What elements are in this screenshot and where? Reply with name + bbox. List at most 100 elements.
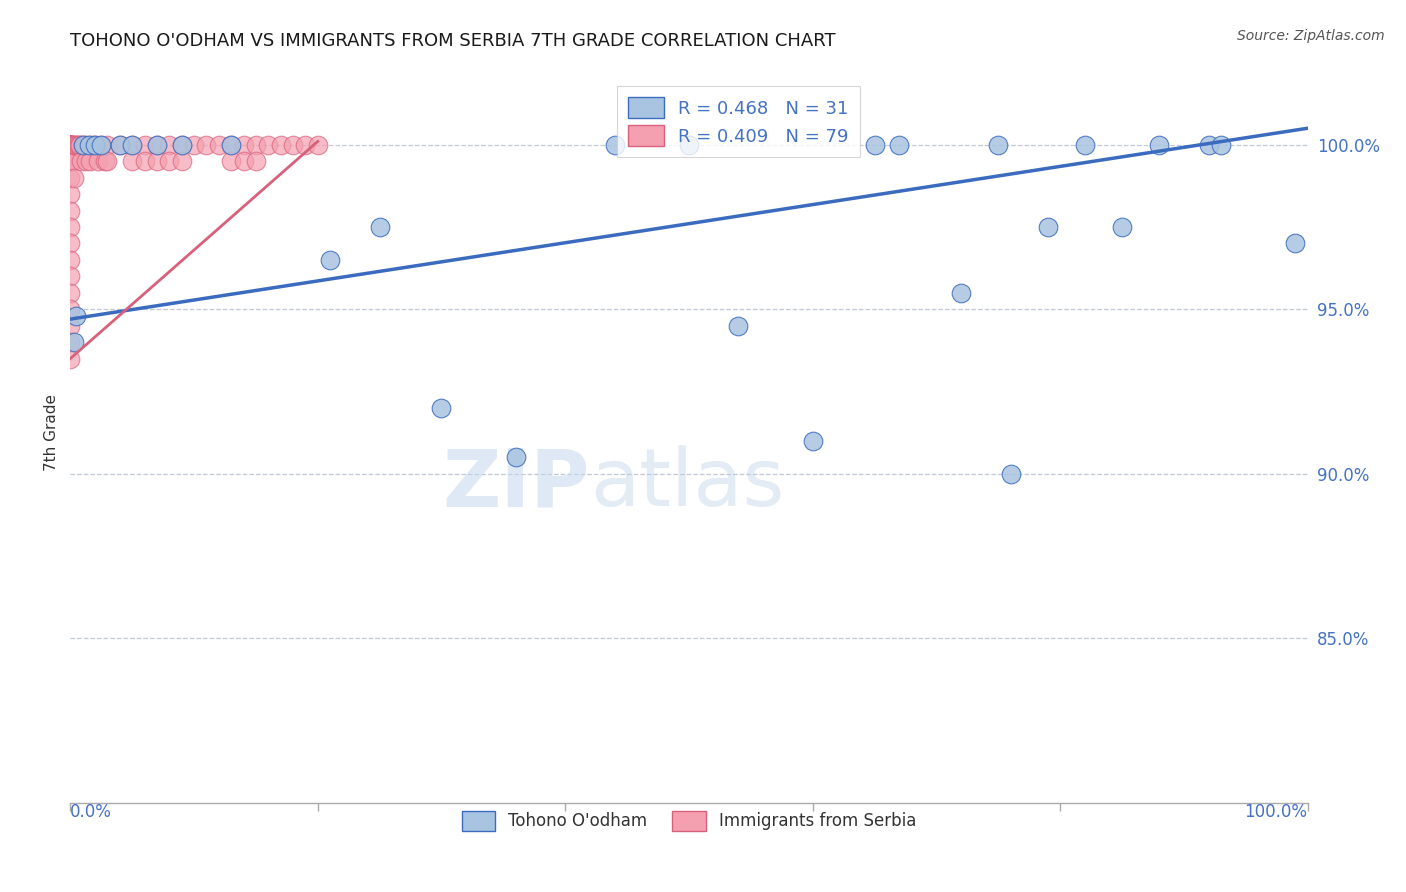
Point [219,137,242,152]
Point [59,154,82,169]
Point [63,137,86,152]
Point [157,137,180,152]
Point [59,137,82,152]
Point [65,137,87,152]
Point [987,137,1010,152]
Point [59,170,82,185]
Point [157,154,180,169]
Point [245,137,267,152]
Point [59,137,82,152]
Point [77,137,100,152]
Point [889,137,911,152]
Point [146,137,169,152]
Text: 0.0%: 0.0% [70,803,112,821]
Point [801,434,824,448]
Point [59,302,82,317]
Point [84,137,107,152]
Point [70,154,93,169]
Point [96,137,118,152]
Point [294,137,316,152]
Point [134,137,156,152]
Point [59,318,82,333]
Point [121,154,143,169]
Point [72,137,94,152]
Point [678,137,700,152]
Point [59,137,82,152]
Point [72,137,94,152]
Point [69,137,91,152]
Point [59,137,82,152]
Point [59,137,82,152]
Point [59,269,82,284]
Point [60,137,83,152]
Point [59,137,82,152]
Point [430,401,453,415]
Point [219,154,242,169]
Point [65,309,87,323]
Point [94,154,117,169]
Point [59,236,82,251]
Point [368,219,391,234]
Point [183,137,205,152]
Point [59,137,82,152]
Point [1198,137,1220,152]
Point [84,137,107,152]
Point [63,335,86,350]
Text: ZIP: ZIP [443,445,591,524]
Point [195,137,218,152]
Point [121,137,143,152]
Point [170,137,193,152]
Point [1147,137,1170,152]
Legend: Tohono O'odham, Immigrants from Serbia: Tohono O'odham, Immigrants from Serbia [453,803,925,838]
Point [96,154,118,169]
Point [59,203,82,218]
Point [66,137,89,152]
Point [232,137,254,152]
Point [60,154,83,169]
Point [63,170,86,185]
Point [245,154,267,169]
Point [59,137,82,152]
Point [62,137,84,152]
Point [505,450,527,465]
Point [108,137,131,152]
Point [82,137,104,152]
Point [232,154,254,169]
Point [950,285,973,300]
Point [1036,219,1059,234]
Point [59,137,82,152]
Point [59,137,82,152]
Point [134,154,156,169]
Point [1074,137,1097,152]
Point [219,137,242,152]
Point [75,137,97,152]
Point [603,137,626,152]
Point [1111,219,1133,234]
Point [108,137,131,152]
Point [59,252,82,267]
Text: Source: ZipAtlas.com: Source: ZipAtlas.com [1237,29,1385,43]
Point [146,137,169,152]
Text: atlas: atlas [591,445,785,524]
Point [727,318,749,333]
Point [257,137,280,152]
Point [77,137,100,152]
Point [319,252,342,267]
Point [59,137,82,152]
Y-axis label: 7th Grade: 7th Grade [44,394,59,471]
Point [208,137,231,152]
Point [59,137,82,152]
Point [1000,467,1022,481]
Point [86,154,108,169]
Point [59,351,82,366]
Point [59,137,82,152]
Point [59,219,82,234]
Point [146,154,169,169]
Point [1209,137,1232,152]
Point [59,335,82,350]
Point [90,137,112,152]
Point [281,137,304,152]
Point [59,137,82,152]
Point [59,137,82,152]
Point [75,154,97,169]
